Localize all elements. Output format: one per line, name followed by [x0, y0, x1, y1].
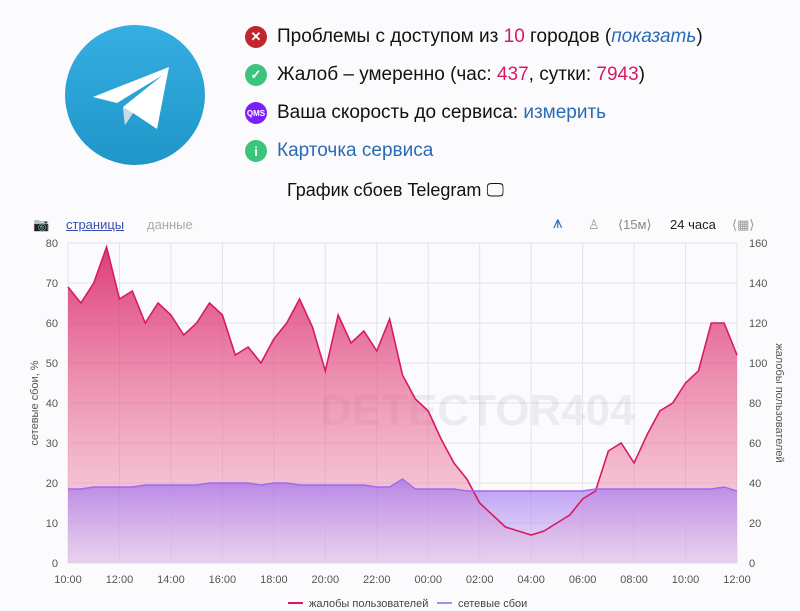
y-tick-label: 0 — [52, 558, 58, 570]
status-link[interactable]: Карточка сервиса — [277, 140, 434, 161]
calendar-icon[interactable]: ⟨▦⟩ — [732, 217, 755, 232]
range-selector[interactable]: 24 часа — [670, 217, 716, 232]
status-line: i Карточка сервиса — [245, 140, 433, 162]
y2-tick-label: 120 — [749, 318, 767, 330]
chart-title: График сбоев Telegram 🖵 — [287, 180, 504, 200]
y2-tick-label: 100 — [749, 358, 767, 370]
legend-network: сетевые сбои — [458, 598, 527, 610]
watermark: DETECTOR404 — [320, 386, 635, 435]
y-axis-label: сетевые сбои, % — [29, 360, 41, 445]
y2-tick-label: 140 — [749, 278, 767, 290]
camera-icon[interactable]: 📷 — [33, 217, 50, 232]
network-line — [68, 478, 738, 492]
status-line: ✓ Жалоб – умеренно (час: 437, сутки: 7943… — [245, 64, 645, 86]
status-line: QMS Ваша скорость до сервиса: измерить — [245, 102, 607, 124]
chart-mode-icon[interactable]: ⩚ — [553, 213, 563, 232]
y2-tick-label: 20 — [749, 518, 761, 530]
interval-selector[interactable]: ⟨15м⟩ — [618, 217, 652, 232]
x-tick-label: 10:00 — [54, 574, 82, 586]
error-icon: ✕ — [245, 26, 267, 48]
y2-tick-label: 60 — [749, 438, 761, 450]
y-tick-label: 10 — [46, 518, 58, 530]
x-tick-label: 02:00 — [466, 574, 494, 586]
complaints-area — [68, 247, 737, 563]
y-tick-label: 50 — [46, 358, 58, 370]
x-tick-label: 18:00 — [260, 574, 288, 586]
qms-icon: QMS — [245, 102, 267, 124]
x-tick-label: 12:00 — [723, 574, 751, 586]
monitor-icon[interactable]: 🖵 — [486, 180, 504, 200]
x-tick-label: 20:00 — [312, 574, 340, 586]
x-tick-label: 12:00 — [106, 574, 134, 586]
y-tick-label: 70 — [46, 278, 58, 290]
y-tick-label: 40 — [46, 398, 58, 410]
tab-pages[interactable]: страницы — [66, 217, 125, 232]
x-tick-label: 16:00 — [209, 574, 237, 586]
check-icon: ✓ — [245, 64, 267, 86]
y-tick-label: 30 — [46, 438, 58, 450]
network-area — [68, 479, 737, 563]
y-tick-label: 80 — [46, 238, 58, 250]
x-tick-label: 06:00 — [569, 574, 597, 586]
status-link[interactable]: показать — [611, 26, 697, 47]
tab-data[interactable]: данные — [147, 217, 193, 232]
status-line: ✕ Проблемы с доступом из 10 городов (пока… — [245, 26, 703, 48]
y-tick-label: 60 — [46, 318, 58, 330]
status-link[interactable]: измерить — [523, 102, 607, 123]
complaints-line — [67, 244, 738, 536]
y-tick-label: 20 — [46, 478, 58, 490]
x-tick-label: 08:00 — [620, 574, 648, 586]
x-tick-label: 22:00 — [363, 574, 391, 586]
y2-tick-label: 40 — [749, 478, 761, 490]
y2-tick-label: 0 — [749, 558, 755, 570]
user-icon[interactable]: ♙ — [588, 217, 600, 232]
x-tick-label: 10:00 — [672, 574, 700, 586]
telegram-logo — [65, 25, 205, 165]
y2-tick-label: 160 — [749, 238, 767, 250]
info-icon: i — [245, 140, 267, 162]
x-tick-label: 04:00 — [517, 574, 545, 586]
y2-tick-label: 80 — [749, 398, 761, 410]
legend-complaints: жалобы пользователей — [309, 598, 428, 610]
x-tick-label: 00:00 — [414, 574, 442, 586]
y2-axis-label: жалобы пользователей — [773, 343, 785, 462]
x-tick-label: 14:00 — [157, 574, 185, 586]
